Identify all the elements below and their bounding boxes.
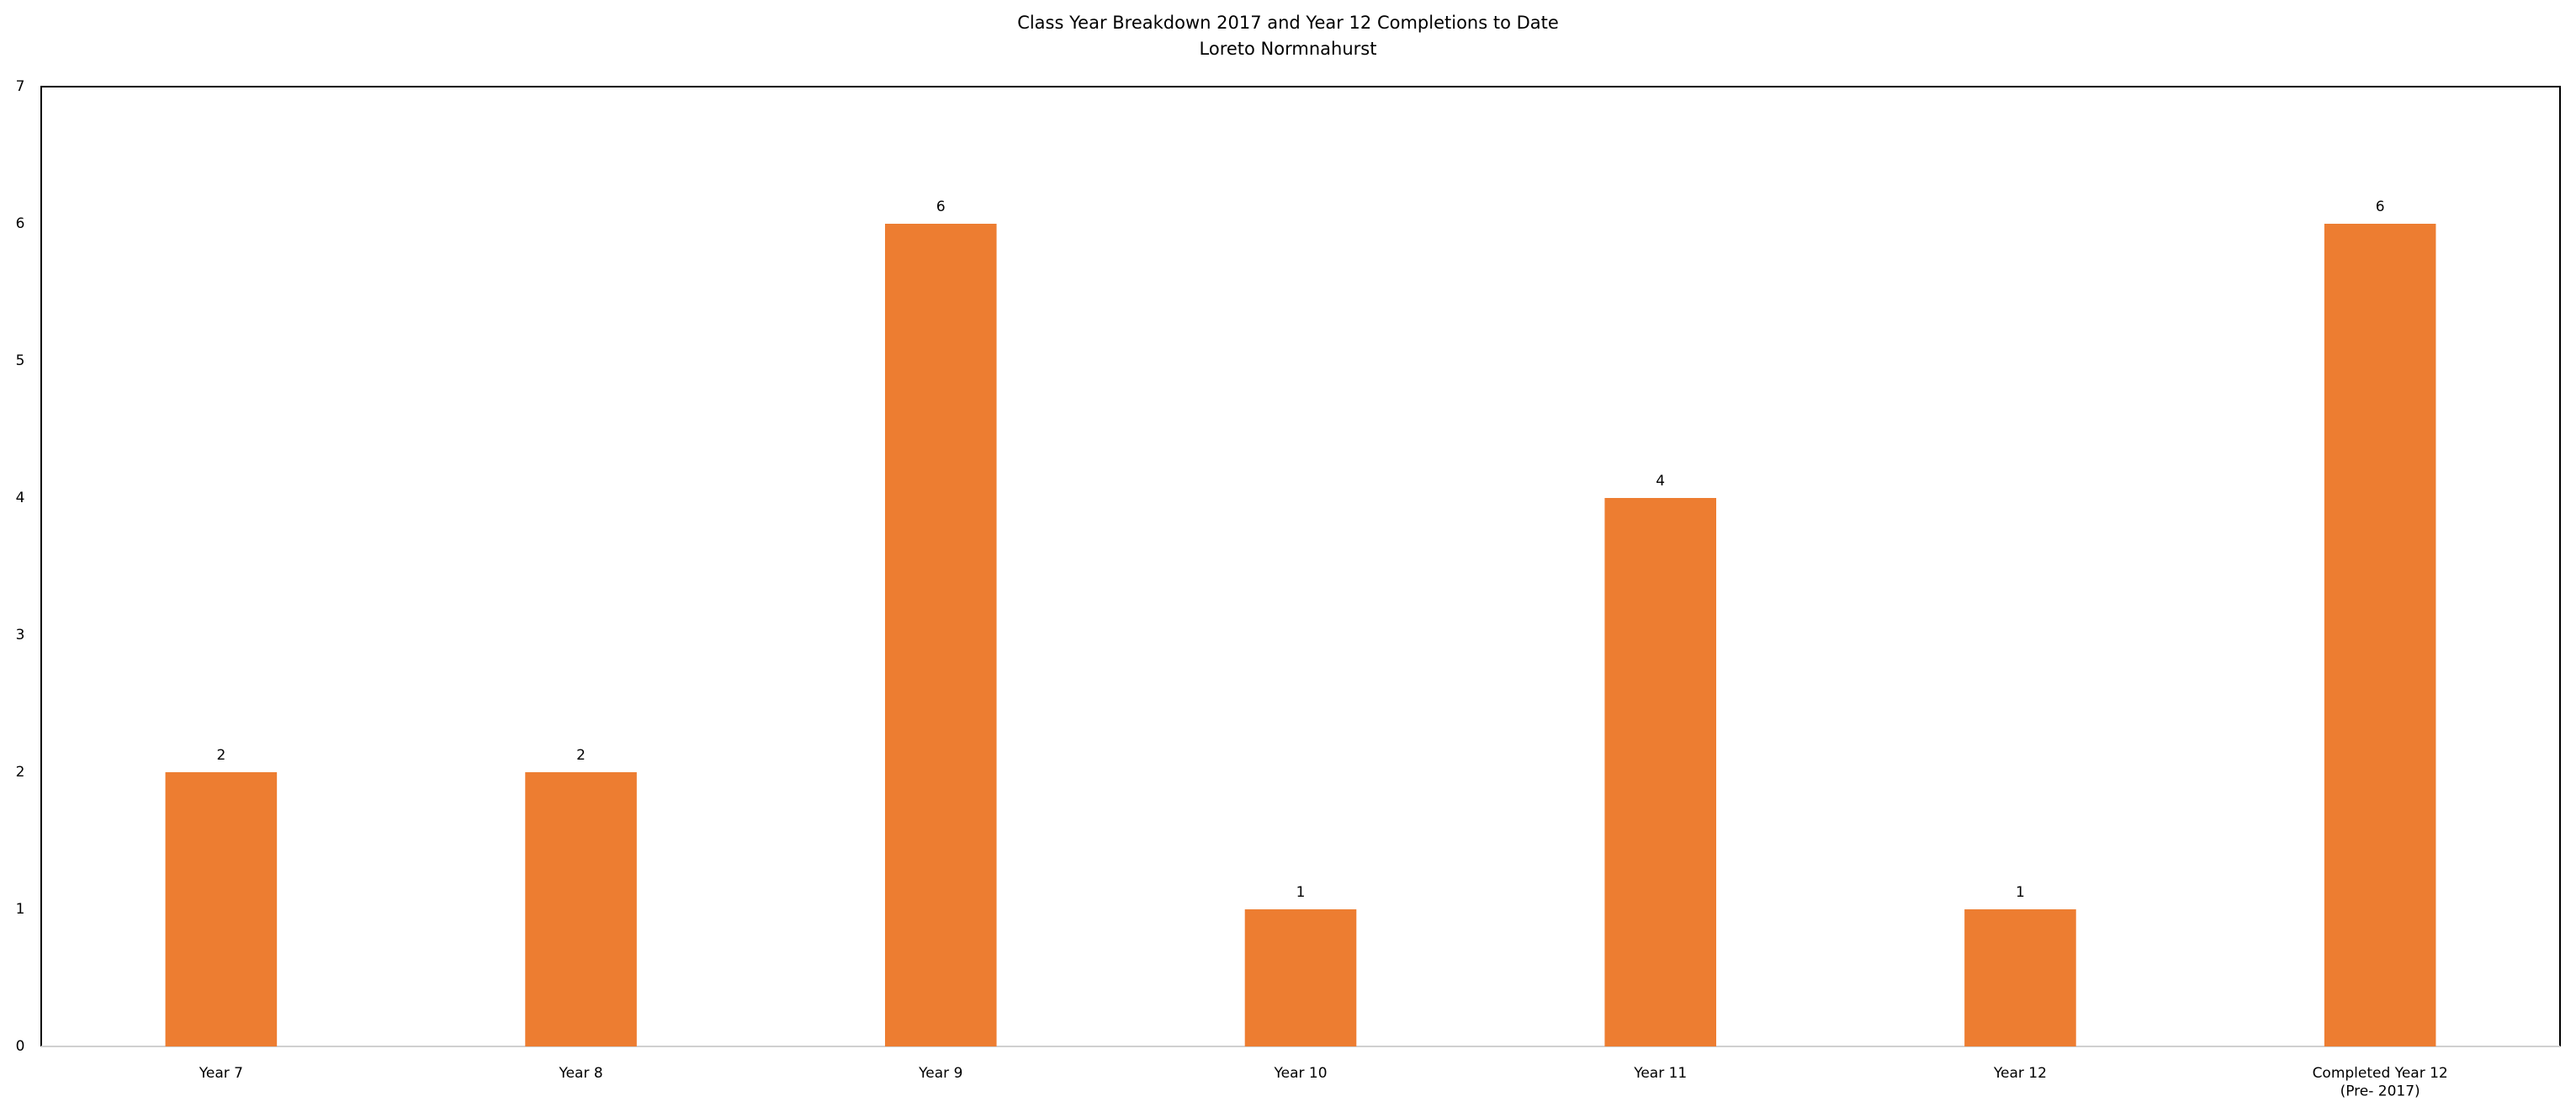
bar <box>165 772 278 1046</box>
x-tick-label: Year 7 <box>199 1065 243 1082</box>
data-label: 2 <box>576 747 586 764</box>
bar <box>525 772 637 1046</box>
bar <box>1244 909 1357 1046</box>
x-tick-label: Year 8 <box>558 1065 602 1082</box>
bar <box>884 224 997 1046</box>
chart-title: Class Year Breakdown 2017 and Year 12 Co… <box>1017 13 1559 33</box>
data-label: 1 <box>1296 884 1306 901</box>
data-label: 2 <box>216 747 225 764</box>
x-tick-label: Year 11 <box>1633 1065 1687 1082</box>
y-tick-label: 4 <box>16 490 25 506</box>
x-tick-label: Year 10 <box>1273 1065 1327 1082</box>
y-tick-label: 5 <box>16 352 25 369</box>
y-tick-label: 6 <box>16 215 25 232</box>
bar <box>1964 909 2076 1046</box>
x-tick-label: Completed Year 12 (Pre- 2017) <box>2313 1065 2448 1099</box>
plot-frame <box>40 86 2561 1046</box>
y-tick-label: 0 <box>16 1038 25 1055</box>
x-tick-label: Year 12 <box>1993 1065 2047 1082</box>
y-tick-label: 1 <box>16 901 25 918</box>
y-tick-label: 7 <box>16 78 25 95</box>
x-tick-label: Year 9 <box>918 1065 962 1082</box>
bar <box>1604 498 1717 1046</box>
data-label: 4 <box>1656 473 1665 490</box>
y-tick-label: 2 <box>16 764 25 781</box>
bar <box>2324 224 2436 1046</box>
y-tick-label: 3 <box>16 627 25 644</box>
data-label: 6 <box>2376 199 2385 215</box>
data-label: 1 <box>2016 884 2025 901</box>
data-label: 6 <box>936 199 946 215</box>
chart-subtitle: Loreto Normnahurst <box>1200 39 1377 59</box>
